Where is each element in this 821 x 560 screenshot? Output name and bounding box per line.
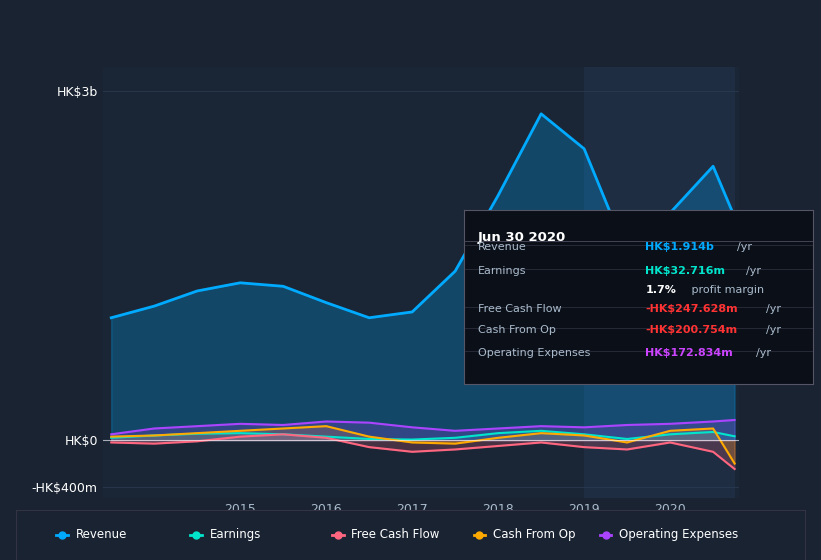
Text: Earnings: Earnings — [209, 528, 261, 542]
Text: Free Cash Flow: Free Cash Flow — [478, 304, 562, 314]
Text: /yr: /yr — [766, 325, 781, 335]
Text: Operating Expenses: Operating Expenses — [619, 528, 739, 542]
Text: Cash From Op: Cash From Op — [493, 528, 576, 542]
Text: Revenue: Revenue — [76, 528, 127, 542]
Text: HK$32.716m: HK$32.716m — [645, 266, 725, 276]
Text: Free Cash Flow: Free Cash Flow — [351, 528, 440, 542]
Bar — [584, 67, 735, 498]
Text: -HK$200.754m: -HK$200.754m — [645, 325, 737, 335]
Text: 1.7%: 1.7% — [645, 285, 677, 295]
Text: Revenue: Revenue — [478, 242, 526, 251]
Text: HK$1.914b: HK$1.914b — [645, 242, 714, 251]
Text: Operating Expenses: Operating Expenses — [478, 348, 590, 358]
Text: /yr: /yr — [736, 242, 752, 251]
Text: /yr: /yr — [746, 266, 762, 276]
Text: profit margin: profit margin — [688, 285, 764, 295]
Text: -HK$247.628m: -HK$247.628m — [645, 304, 738, 314]
Text: Jun 30 2020: Jun 30 2020 — [478, 231, 566, 244]
Text: /yr: /yr — [756, 348, 771, 358]
Text: Earnings: Earnings — [478, 266, 526, 276]
Text: /yr: /yr — [766, 304, 781, 314]
Text: HK$172.834m: HK$172.834m — [645, 348, 733, 358]
Text: Cash From Op: Cash From Op — [478, 325, 556, 335]
